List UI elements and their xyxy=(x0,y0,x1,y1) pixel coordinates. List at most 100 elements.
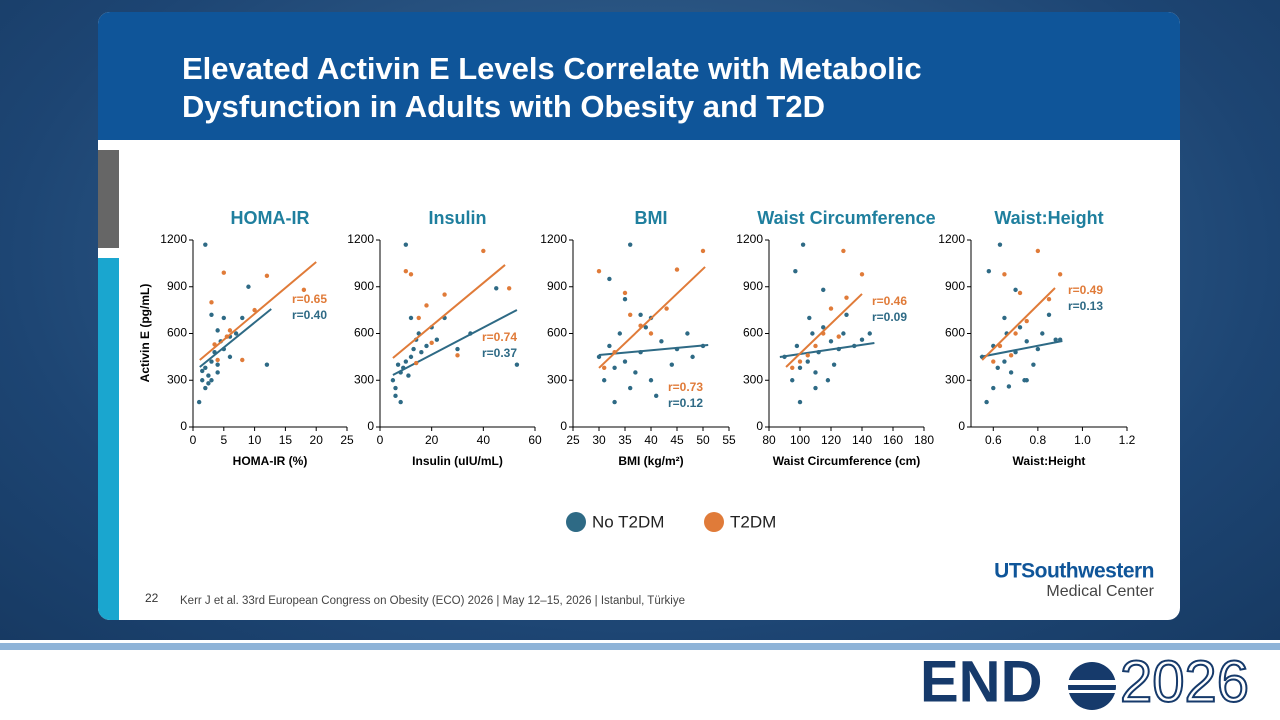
point xyxy=(1024,318,1029,324)
point xyxy=(648,331,654,336)
point xyxy=(790,365,795,370)
point xyxy=(1013,331,1018,336)
x-tick-label: 50 xyxy=(696,433,710,447)
point xyxy=(648,378,654,383)
point xyxy=(810,331,815,336)
panel-title: BMI xyxy=(635,208,668,228)
citation: Kerr J et al. 33rd European Congress on … xyxy=(180,595,685,607)
point xyxy=(1008,353,1014,358)
y-tick-label: 900 xyxy=(743,279,763,293)
y-tick-label: 300 xyxy=(945,372,965,386)
point xyxy=(455,346,460,352)
y-tick-label: 900 xyxy=(945,279,965,293)
point xyxy=(215,357,220,363)
brand-left: END xyxy=(920,649,1042,714)
point xyxy=(596,268,602,274)
point xyxy=(395,362,401,367)
slide-title: Elevated Activin E Levels Correlate with… xyxy=(182,51,922,124)
r-label: r=0.12 xyxy=(668,396,703,410)
r-label: r=0.13 xyxy=(1068,299,1103,313)
y-tick-label: 1200 xyxy=(347,232,374,246)
point xyxy=(393,393,398,399)
point xyxy=(841,248,846,254)
point xyxy=(1035,248,1041,254)
point xyxy=(514,362,520,367)
fit-line xyxy=(981,287,1056,361)
point xyxy=(685,331,690,336)
point xyxy=(1024,378,1029,383)
point xyxy=(813,370,818,375)
point xyxy=(481,248,486,254)
point xyxy=(805,359,810,364)
x-tick-label: 180 xyxy=(914,433,934,447)
x-tick-label: 20 xyxy=(310,433,324,447)
x-axis-label: Waist Circumference (cm) xyxy=(773,454,921,468)
stripe xyxy=(0,643,1280,650)
point xyxy=(416,315,421,321)
x-tick-label: 160 xyxy=(883,433,903,447)
point xyxy=(413,360,419,366)
r-label: r=0.09 xyxy=(872,310,907,324)
x-tick-label: 1.0 xyxy=(1074,433,1091,447)
point xyxy=(991,385,996,391)
point xyxy=(227,354,233,360)
point xyxy=(997,242,1003,247)
point xyxy=(209,312,214,317)
point xyxy=(622,359,628,364)
point xyxy=(1002,315,1007,321)
r-label: r=0.73 xyxy=(668,380,703,394)
y-tick-label: 300 xyxy=(354,372,374,386)
x-axis-label: HOMA-IR (%) xyxy=(233,454,308,468)
point xyxy=(206,381,211,386)
point xyxy=(659,339,664,344)
point xyxy=(612,365,617,370)
point xyxy=(494,286,499,291)
y-tick-label: 300 xyxy=(547,372,567,386)
point xyxy=(607,343,612,349)
point xyxy=(628,385,633,391)
point xyxy=(617,331,622,336)
fit-line xyxy=(779,342,875,359)
point xyxy=(209,300,214,305)
x-tick-label: 55 xyxy=(722,433,736,447)
x-tick-label: 20 xyxy=(425,433,439,447)
point xyxy=(408,354,414,360)
x-tick-label: 25 xyxy=(340,433,354,447)
point xyxy=(221,315,226,321)
point xyxy=(209,378,214,383)
point xyxy=(831,362,837,367)
x-tick-label: 140 xyxy=(852,433,872,447)
point xyxy=(995,365,1000,370)
y-tick-label: 300 xyxy=(743,372,763,386)
point xyxy=(633,370,638,375)
y-tick-label: 900 xyxy=(167,279,187,293)
point xyxy=(628,312,633,317)
point xyxy=(406,373,411,378)
point xyxy=(986,268,992,274)
point xyxy=(797,399,803,405)
point xyxy=(1002,359,1007,364)
y-tick-label: 600 xyxy=(354,326,374,340)
point xyxy=(403,242,409,247)
x-tick-label: 25 xyxy=(566,433,580,447)
y-tick-label: 1200 xyxy=(938,232,965,246)
point xyxy=(1035,346,1041,352)
point xyxy=(628,242,633,247)
point xyxy=(1031,362,1036,367)
legend-marker xyxy=(704,512,724,532)
x-tick-label: 100 xyxy=(790,433,810,447)
point xyxy=(252,307,257,313)
point xyxy=(1046,297,1052,302)
point xyxy=(690,354,695,360)
logo-name: UTSouthwestern xyxy=(994,560,1154,583)
fit-line xyxy=(392,309,518,376)
point xyxy=(1017,290,1023,296)
brand-globe xyxy=(1062,662,1122,710)
y-tick-label: 0 xyxy=(367,419,374,433)
point xyxy=(1006,384,1012,389)
point xyxy=(393,385,398,391)
legend-label: No T2DM xyxy=(592,512,664,531)
point xyxy=(669,362,674,367)
